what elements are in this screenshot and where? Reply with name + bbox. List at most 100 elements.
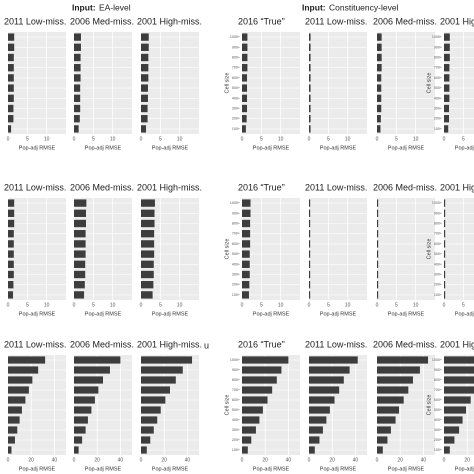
- bar: [309, 281, 311, 289]
- panel-title: 2001 High-miss.: [440, 182, 474, 192]
- panel-title: 2006 Med-miss.: [373, 182, 437, 192]
- bar: [8, 125, 12, 133]
- y-tick-label: 600+: [434, 76, 442, 80]
- bar: [377, 94, 382, 102]
- y-tick-label: 100+: [232, 293, 240, 297]
- bar: [141, 446, 147, 454]
- y-tick-label: 100+: [434, 448, 442, 452]
- panel-background: [8, 198, 66, 300]
- bar: [242, 64, 248, 72]
- bar: [8, 53, 14, 62]
- y-tick-label: 400+: [434, 418, 442, 422]
- bar: [444, 94, 450, 102]
- bar: [141, 376, 176, 384]
- x-tick-label: 5: [395, 136, 398, 142]
- bar: [444, 209, 446, 217]
- bar: [8, 250, 14, 258]
- y-tick-label: 100+: [434, 293, 442, 297]
- bar: [309, 125, 311, 133]
- bar: [141, 386, 170, 394]
- bar: [377, 219, 379, 228]
- bar: [309, 396, 335, 404]
- bar: [141, 366, 183, 374]
- bar: [8, 396, 26, 404]
- bar: [141, 436, 151, 444]
- bar: [309, 426, 323, 434]
- y-tick-label: 600+: [232, 76, 240, 80]
- x-tick-label: 5: [260, 136, 263, 142]
- bar: [141, 64, 149, 72]
- bar: [8, 260, 14, 268]
- group-header: EA-level: [99, 2, 131, 12]
- x-tick-label: 20: [397, 457, 403, 463]
- bar: [309, 250, 311, 258]
- bar: [242, 84, 248, 92]
- x-tick-label: 0: [241, 136, 244, 142]
- bar: [309, 43, 311, 51]
- bar: [309, 53, 311, 62]
- bar: [309, 219, 311, 228]
- bar: [74, 94, 81, 102]
- bar: [309, 209, 311, 217]
- x-axis-label: Pop-adj RMSE: [253, 466, 290, 472]
- bar: [242, 230, 251, 238]
- bar: [444, 125, 449, 133]
- bar: [242, 240, 251, 248]
- bar: [377, 386, 409, 394]
- x-tick-label: 40: [185, 457, 191, 463]
- bar: [74, 115, 80, 123]
- panel-background: [377, 32, 435, 134]
- x-tick-label: 10: [177, 136, 183, 142]
- bar: [74, 74, 81, 82]
- x-tick-label: 0: [140, 457, 143, 463]
- bar: [309, 64, 311, 72]
- panel-title: 2016 “True”: [238, 339, 285, 349]
- bar: [8, 386, 29, 394]
- panel-background: [309, 198, 367, 300]
- x-tick-label: 0: [308, 136, 311, 142]
- bar: [242, 281, 250, 289]
- y-tick-label: 700+: [434, 66, 442, 70]
- bar: [444, 291, 446, 299]
- y-tick-label: 700+: [232, 388, 240, 392]
- x-tick-label: 20: [28, 457, 34, 463]
- bar: [377, 281, 379, 289]
- y-tick-label: 900+: [434, 368, 442, 372]
- y-tick-label: 800+: [434, 378, 442, 382]
- bar: [141, 356, 193, 364]
- y-tick-label: 500+: [232, 408, 240, 412]
- x-tick-label: 10: [177, 302, 183, 308]
- bar: [74, 53, 81, 62]
- x-tick-label: 10: [345, 302, 351, 308]
- bar: [309, 291, 311, 299]
- bar: [242, 396, 268, 404]
- bar: [444, 406, 467, 414]
- bar: [8, 104, 14, 113]
- y-tick-label: 800+: [232, 55, 240, 59]
- x-tick-label: 5: [92, 136, 95, 142]
- x-tick-label: 10: [278, 302, 284, 308]
- x-tick-label: 0: [376, 457, 379, 463]
- x-tick-label: 10: [413, 136, 419, 142]
- bar: [309, 74, 311, 82]
- bar: [444, 426, 460, 434]
- x-axis-label: Pop-adj RMSE: [152, 311, 189, 317]
- y-tick-label: 900+: [232, 368, 240, 372]
- x-tick-label: 0: [241, 457, 244, 463]
- x-tick-label: 0: [73, 457, 76, 463]
- panel-title: 2001 High-miss.: [440, 16, 474, 26]
- bar: [377, 64, 382, 72]
- bar: [377, 446, 383, 454]
- bar: [8, 199, 15, 207]
- y-tick-label: 600+: [232, 398, 240, 402]
- bar: [309, 94, 311, 102]
- x-axis-label: Pop-adj RMSE: [19, 466, 56, 472]
- bar: [444, 33, 450, 41]
- x-tick-label: 40: [52, 457, 58, 463]
- bar: [141, 104, 148, 113]
- panel-title: 2001 High-miss.: [440, 339, 474, 349]
- bar: [8, 416, 20, 424]
- x-axis-label: Pop-adj RMSE: [253, 311, 290, 317]
- y-tick-label: 900+: [232, 45, 240, 49]
- bar: [8, 74, 14, 82]
